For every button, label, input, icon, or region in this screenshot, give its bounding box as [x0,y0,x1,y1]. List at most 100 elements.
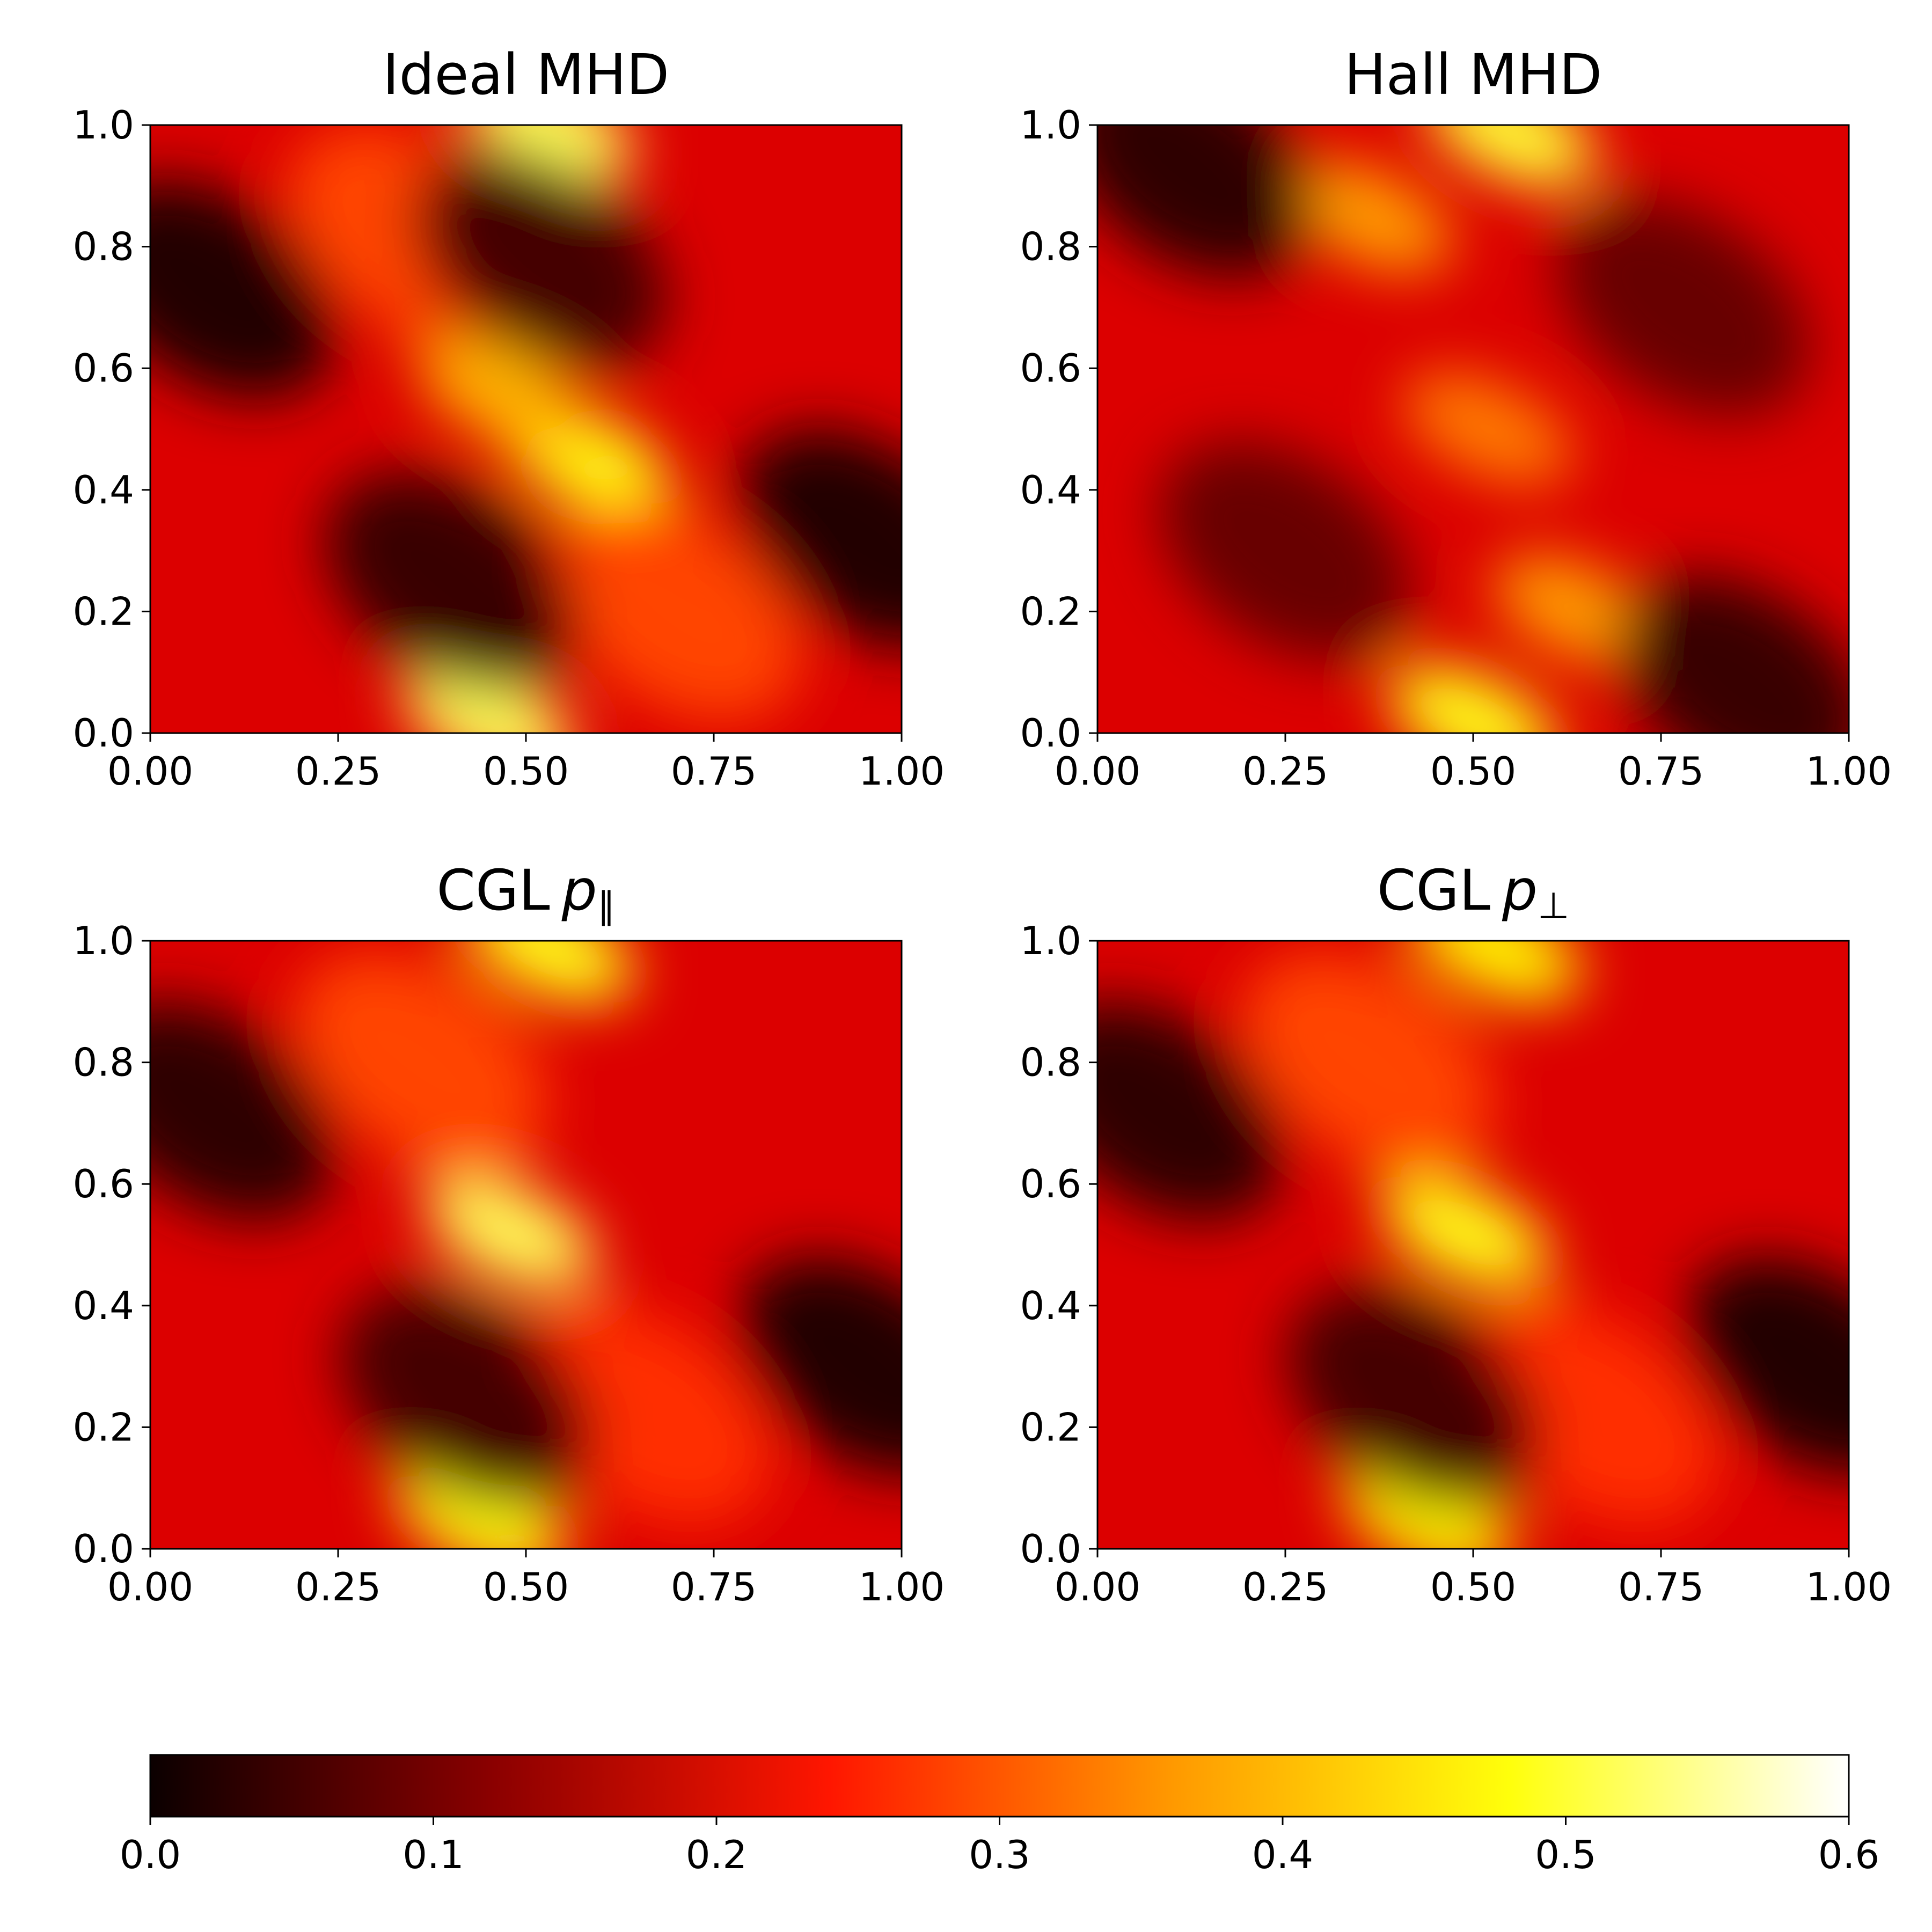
x-tick-label: 0.00 [107,749,193,794]
x-tick-label: 0.25 [295,749,381,794]
panel-title-variable: p [1502,858,1538,923]
x-tick-label: 0.50 [483,1564,569,1609]
panel-1: Ideal MHD 0.00 0.25 0.50 0.75 1.00 0.0 0.2 0.4 0.… [72,42,945,794]
panel-title-main: CGL [1377,858,1490,923]
y-tick-label: 1.0 [72,103,134,148]
heatmap-field [1097,941,1849,1549]
x-tick-label: 0.75 [1618,1564,1704,1609]
y-tick-label: 1.0 [1020,918,1081,963]
heatmap-feature-1 [1410,941,1581,1004]
colorbar-tick-label: 0.0 [120,1832,181,1877]
x-tick-label: 0.25 [295,1564,381,1609]
y-tick-label: 0.8 [1020,1040,1081,1085]
colorbar-bar [149,1754,1850,1818]
heatmap-feature-4 [1242,953,1494,1172]
x-tick-label: 0.25 [1242,1564,1328,1609]
heatmap-feature-9 [325,471,577,691]
y-tick-label: 0.8 [1020,224,1081,269]
x-tick-label: 1.00 [1806,749,1892,794]
panel-4: CGL p⊥ 0.00 0.25 0.50 0.75 1.00 0.0 0.2 0.4 0.6 0.8… [1020,858,1892,1609]
y-tick-label: 0.6 [1020,346,1081,391]
panel-title: CGL p∥ [436,858,615,927]
y-tick-label: 1.0 [1020,103,1081,148]
colorbar-tick-label: 0.4 [1252,1832,1314,1877]
x-tick-label: 0.00 [1055,749,1140,794]
heatmap-feature-10 [415,149,667,369]
colorbar-tick-label: 0.5 [1535,1832,1597,1877]
heatmap-field [150,941,902,1549]
panel-title-main: Hall MHD [1344,42,1602,107]
x-tick-label: 0.75 [1618,749,1704,794]
heatmap-feature-6 [550,502,802,721]
panel-2: Hall MHD 0.00 0.25 0.50 0.75 1.00 0.0 0.2 0.4 0.6… [1020,42,1892,794]
heatmap-feature-6 [1097,125,1314,277]
panel-title-main: CGL [436,858,550,923]
y-tick-label: 0.6 [1020,1161,1081,1206]
panel-title-subscript: ∥ [597,885,616,927]
heatmap-feature-6 [150,1001,336,1221]
heatmap-feature-5 [1403,372,1574,486]
colorbar-tick-label: 0.6 [1818,1832,1880,1877]
y-tick-label: 0.0 [1020,711,1081,756]
heatmap-feature-7 [1618,575,1849,733]
heatmap-field [150,125,902,733]
y-tick-label: 0.6 [72,346,134,391]
y-tick-label: 0.2 [1020,589,1081,634]
panel-title: Hall MHD [1344,42,1602,107]
panel-title-subscript: ⊥ [1538,885,1569,927]
heatmap-feature-7 [738,1257,902,1476]
heatmap-feature-8 [1159,441,1411,661]
panel-title: CGL p⊥ [1377,858,1569,927]
y-tick-label: 0.2 [72,589,134,634]
heatmap-feature-3 [1380,1176,1551,1290]
y-tick-label: 0.2 [1020,1404,1081,1450]
x-tick-label: 0.50 [483,749,569,794]
heatmap-feature-3 [426,1176,596,1290]
y-tick-label: 0.4 [1020,1283,1081,1328]
y-tick-label: 0.4 [72,1283,134,1328]
panel-title-main: Ideal MHD [383,42,669,107]
y-tick-label: 0.0 [1020,1526,1081,1571]
heatmap-field [1097,125,1849,733]
x-tick-label: 1.00 [1806,1564,1892,1609]
y-tick-label: 1.0 [72,918,134,963]
x-tick-label: 0.50 [1430,1564,1516,1609]
heatmap-feature-4 [418,336,589,449]
heatmap-feature-2 [1388,664,1558,733]
y-tick-label: 0.4 [1020,467,1081,513]
x-tick-label: 0.50 [1430,749,1516,794]
y-tick-label: 0.0 [72,711,134,756]
panel-3: CGL p∥ 0.00 0.25 0.50 0.75 1.00 0.0 0.2 0.4 0.6 0.8… [72,858,945,1609]
x-tick-label: 0.75 [671,749,757,794]
x-tick-label: 1.00 [859,1564,945,1609]
heatmap-feature-3 [1283,159,1453,273]
y-tick-label: 0.8 [72,1040,134,1085]
heatmap-feature-7 [150,179,336,399]
y-tick-label: 0.8 [72,224,134,269]
x-tick-label: 0.25 [1242,749,1328,794]
x-tick-label: 0.75 [671,1564,757,1609]
heatmap-feature-9 [1557,197,1810,417]
y-tick-label: 0.6 [72,1161,134,1206]
colorbar-tick-label: 0.1 [402,1832,464,1877]
heatmap-feature-8 [1287,1287,1539,1506]
x-tick-label: 0.00 [1055,1564,1140,1609]
x-tick-label: 1.00 [859,749,945,794]
heatmap-feature-8 [340,1287,592,1506]
y-tick-label: 0.2 [72,1404,134,1450]
heatmap-feature-1 [463,941,634,1004]
heatmap-feature-6 [1097,1001,1284,1221]
panel-title-variable: p [561,858,597,923]
colorbar-tick-label: 0.3 [969,1832,1030,1877]
x-tick-label: 0.00 [107,1564,193,1609]
heatmap-feature-1 [1425,125,1596,188]
y-tick-label: 0.4 [72,467,134,513]
heatmap-feature-4 [295,953,547,1172]
panels: Ideal MHD 0.00 0.25 0.50 0.75 1.00 0.0 0.2 0.4 0.… [72,42,1892,1609]
panel-title: Ideal MHD [383,42,669,107]
heatmap-feature-8 [738,429,902,648]
y-tick-label: 0.0 [72,1526,134,1571]
colorbar-tick-label: 0.2 [686,1832,748,1877]
heatmap-feature-7 [1685,1257,1849,1476]
